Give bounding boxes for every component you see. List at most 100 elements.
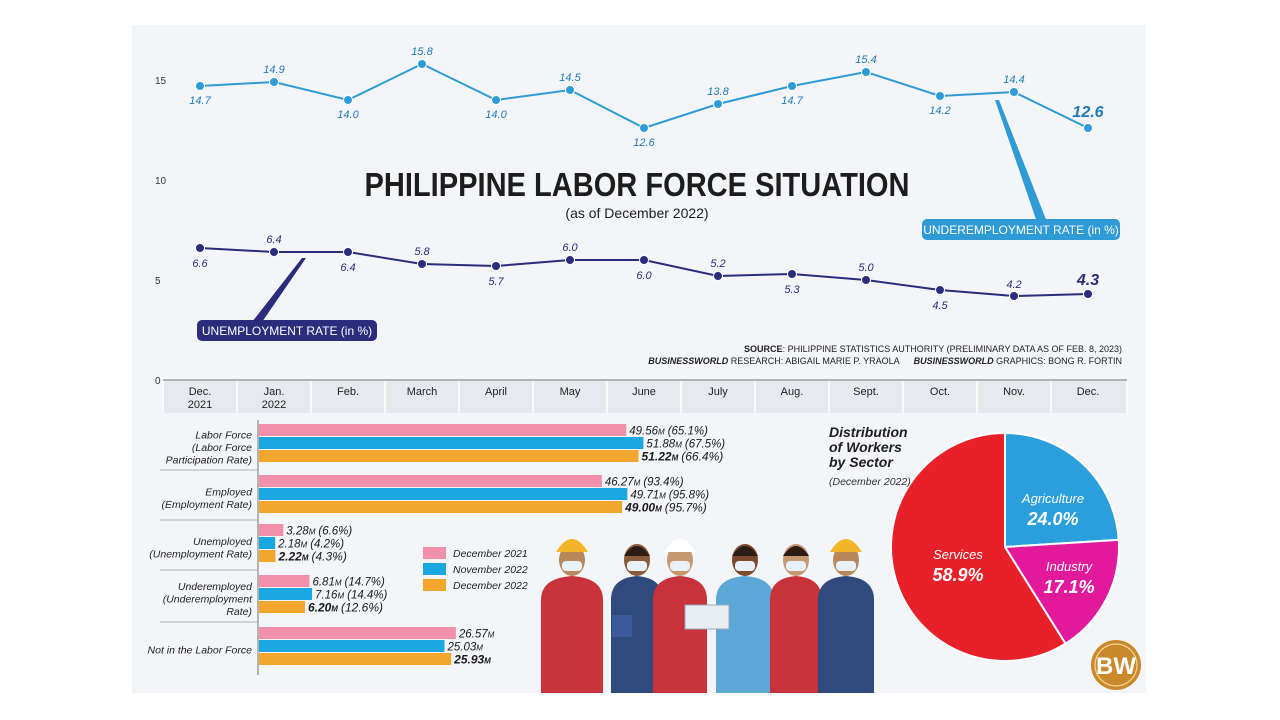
bar: [259, 424, 627, 436]
unemployment-legend-box: [197, 320, 377, 341]
x-tick-label: 2021: [188, 399, 212, 411]
unemployment-point: [787, 269, 797, 279]
pie-title: of Workers: [829, 439, 902, 455]
bar-value-label: 49.56M (65.1%): [629, 426, 708, 438]
worker-hair: [624, 546, 650, 556]
unemployment-data-label: 6.6: [192, 258, 208, 270]
page-subtitle: (as of December 2022): [565, 205, 708, 221]
worker-mask: [786, 561, 806, 571]
unemployment-data-label: 6.4: [266, 234, 281, 246]
bar-rate-label: (14.4%): [347, 590, 387, 602]
group-label: (Unemployment Rate): [149, 548, 252, 560]
worker-body: [611, 576, 663, 693]
graphics-text: GRAPHICS: BONG R. FORTIN: [994, 356, 1122, 366]
x-tick-label: Jan.: [264, 386, 285, 398]
page-title: PHILIPPINE LABOR FORCE SITUATION: [365, 166, 910, 203]
group-label: Labor Force: [195, 430, 252, 442]
bar-value-unit: M: [484, 657, 491, 666]
group-label: (Labor Force: [192, 442, 252, 454]
bar: [259, 501, 623, 513]
unemployment-point: [195, 243, 205, 253]
x-tick-label: July: [708, 386, 728, 398]
bar-rate-label: (12.6%): [341, 601, 383, 615]
unemployment-data-label: 5.2: [710, 258, 725, 270]
x-tick-label: 2022: [262, 399, 286, 411]
pie-title: Distribution: [829, 424, 908, 440]
underemployment-point: [491, 95, 501, 105]
underemployment-legend-box: [922, 219, 1120, 240]
bar-rate-label: (6.6%): [318, 526, 352, 538]
bar: [259, 588, 313, 600]
bar-value-label: 26.57M: [458, 629, 495, 641]
underemployment-point: [195, 81, 205, 91]
underemployment-point: [1083, 123, 1093, 133]
group-label: Participation Rate): [166, 455, 252, 467]
underemployment-data-label: 14.7: [189, 95, 211, 107]
workers-illustration: [541, 539, 874, 693]
group-label: Unemployed: [193, 536, 253, 548]
underemployment-data-label: 14.0: [337, 109, 359, 121]
bar: [259, 437, 644, 449]
bar: [259, 524, 284, 536]
y-tick-label: 15: [155, 76, 167, 87]
x-tick-label: March: [407, 386, 438, 398]
bar-value-unit: M: [675, 441, 682, 450]
group-label: Employed: [205, 486, 253, 498]
bar-value-unit: M: [309, 528, 316, 537]
underemployment-data-label: 12.6: [1072, 104, 1103, 121]
pie-slice-name: Services: [933, 547, 983, 562]
underemployment-data-label: 14.4: [1003, 74, 1024, 86]
underemployment-data-label: 14.5: [559, 72, 581, 84]
research-label: BUSINESSWORLD: [648, 356, 729, 366]
group-label: Rate): [226, 606, 252, 618]
x-tick-label: Dec.: [189, 386, 212, 398]
worker-body: [818, 576, 874, 693]
pie-slice-value: 17.1%: [1043, 577, 1094, 597]
x-tick-label: April: [485, 386, 507, 398]
unemployment-point: [269, 247, 279, 257]
worker-hat: [556, 539, 588, 552]
group-label: Not in the Labor Force: [148, 645, 253, 657]
underemployment-data-label: 14.7: [781, 95, 803, 107]
bar-value-label: 49.71M (95.8%): [630, 490, 709, 502]
pie-subtitle: (December 2022): [829, 476, 911, 488]
unemployment-data-label: 6.0: [636, 270, 652, 282]
bar: [259, 450, 639, 462]
bar-value-label: 51.88M (67.5%): [646, 439, 725, 451]
bar-value-label: 6.20M (12.6%): [308, 601, 383, 615]
worker-mask: [627, 561, 647, 571]
bar-value-unit: M: [655, 505, 662, 514]
underemployment-point: [787, 81, 797, 91]
worker-hair: [783, 546, 809, 556]
y-tick-label: 0: [155, 376, 161, 387]
bar: [259, 653, 452, 665]
bar-value-label: 7.16M (14.4%): [315, 590, 387, 602]
x-axis-band: [163, 381, 1127, 413]
unemployment-point: [1083, 289, 1093, 299]
underemployment-point: [861, 67, 871, 77]
pie-slice-value: 58.9%: [932, 565, 983, 585]
underemployment-point: [565, 85, 575, 95]
unemployment-data-label: 4.5: [932, 300, 948, 312]
bar-value-unit: M: [672, 454, 679, 463]
graphics-label: BUSINESSWORLD: [914, 356, 995, 366]
underemployment-data-label: 14.2: [929, 105, 950, 117]
bar-value-unit: M: [658, 428, 665, 437]
underemployment-data-label: 15.8: [411, 46, 433, 58]
worker-mask: [670, 561, 690, 571]
legend-swatch: [423, 579, 446, 591]
unemployment-data-label: 5.7: [488, 276, 504, 288]
x-tick-label: Feb.: [337, 386, 359, 398]
unemployment-callout-pointer: [252, 258, 306, 322]
pie-slice: [1003, 538, 1120, 646]
bar: [259, 488, 628, 500]
bar-value-unit: M: [331, 605, 338, 614]
bar-rate-label: (65.1%): [668, 426, 708, 438]
legend-swatch: [423, 563, 446, 575]
unemployment-point: [417, 259, 427, 269]
underemployment-point: [417, 59, 427, 69]
businessworld-logo: BW: [1091, 640, 1141, 690]
bar-value-label: 49.00M (95.7%): [624, 501, 707, 515]
bar-rate-label: (93.4%): [643, 477, 683, 489]
bar-rate-label: (66.4%): [681, 450, 723, 464]
